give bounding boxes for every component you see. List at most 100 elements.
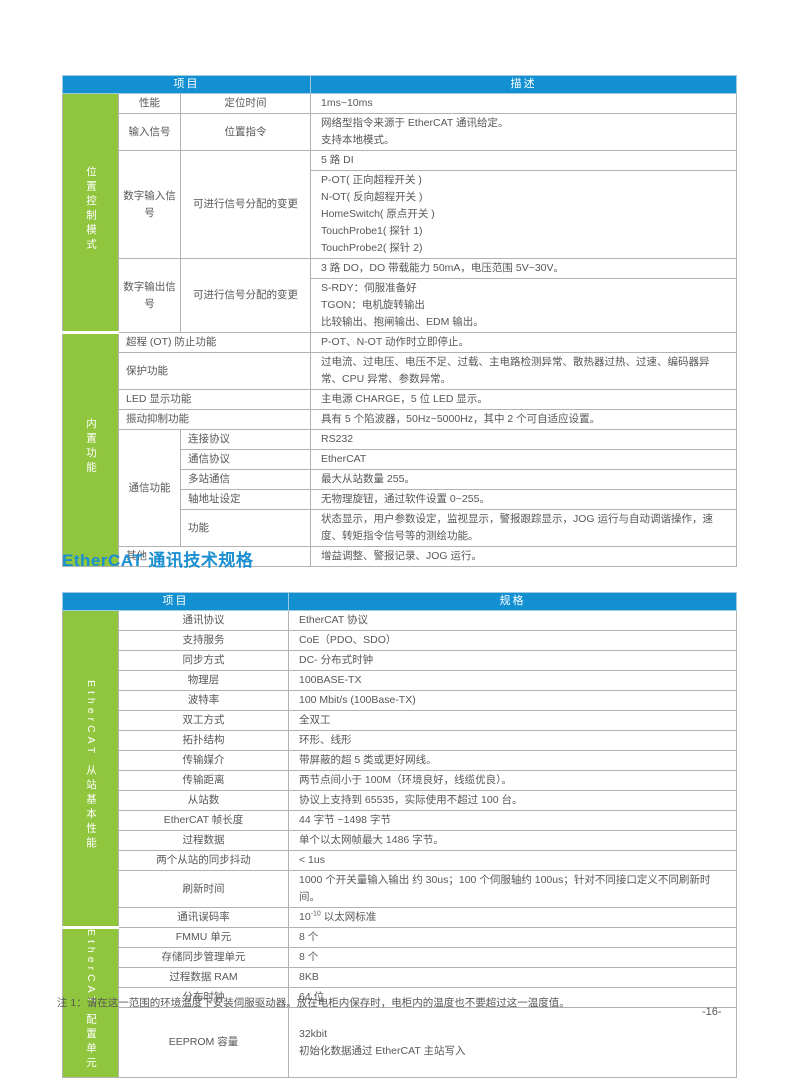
cell-spec-val: 环形、线形 — [288, 730, 737, 751]
cell-do-top: 3 路 DO，DO 带载能力 50mA，电压范围 5V~30V。 — [310, 258, 737, 279]
cell-di-top: 5 路 DI — [310, 150, 737, 171]
table-row: 轴地址设定 无物理旋钮，通过软件设置 0~255。 — [63, 489, 737, 510]
table-row: 过程数据 单个以太网帧最大 1486 字节。 — [63, 830, 737, 851]
cell-spec-key: 通讯协议 — [118, 610, 289, 631]
table-row: 存储同步管理单元 8 个 — [63, 947, 737, 968]
table-row: 振动抑制功能 具有 5 个陷波器，50Hz~5000Hz，其中 2 个可自适应设… — [63, 409, 737, 430]
cell-ber-val: 10-10 以太网标准 — [288, 907, 737, 928]
cell-spec-val: < 1us — [288, 850, 737, 871]
table-row: EtherCAT 帧长度 44 字节 ~1498 字节 — [63, 810, 737, 831]
cell-spec-val: 1000 个开关量输入输出 约 30us；100 个伺服轴约 100us；针对不… — [288, 870, 737, 908]
footnote: 注 1：请在这一范围的环境温度下安装伺服驱动器。放在电柜内保存时，电柜内的温度也… — [57, 997, 570, 1009]
cell-input-item: 输入信号 — [118, 113, 181, 151]
cell-comm-val: 无物理旋钮，通过软件设置 0~255。 — [310, 489, 737, 510]
table-header-row: 项目 规格 — [62, 592, 737, 611]
table-header-row: 项目 描述 — [62, 75, 737, 94]
cell-vib-desc: 具有 5 个陷波器，50Hz~5000Hz，其中 2 个可自适应设置。 — [310, 409, 737, 430]
column-header-spec: 规格 — [288, 592, 737, 611]
table-row: 通信功能 连接协议 RS232 — [63, 429, 737, 547]
cell-comm-val: RS232 — [310, 429, 737, 450]
cell-spec-key: 同步方式 — [118, 650, 289, 671]
cell-eeprom-val: 32kbit 初始化数据通过 EtherCAT 主站写入 — [288, 1006, 737, 1079]
sidebar-config-unit-label: EtherCAT 配置单元 — [85, 929, 97, 1072]
cell-spec-key: 从站数 — [118, 790, 289, 811]
cell-perf-desc: 1ms~10ms — [310, 93, 737, 114]
cell-spec-val: 全双工 — [288, 710, 737, 731]
cell-spec-val: 协议上支持到 65535，实际使用不超过 100 台。 — [288, 790, 737, 811]
cell-eeprom-key: EEPROM 容量 — [118, 1006, 289, 1079]
cell-do-sub: 可进行信号分配的变更 — [180, 258, 311, 333]
cell-comm-key: 连接协议 — [180, 429, 311, 450]
table-row: P-OT( 正向超程开关 ) N-OT( 反向超程开关 ) HomeSwitch… — [63, 170, 737, 259]
cell-comm-item: 通信功能 — [118, 429, 181, 547]
cell-spec-key: 传输媒介 — [118, 750, 289, 771]
table-row: EEPROM 容量 32kbit 初始化数据通过 EtherCAT 主站写入 — [63, 1006, 737, 1079]
sidebar-config-unit: EtherCAT 配置单元 — [62, 925, 119, 1079]
cell-spec-key: 刷新时间 — [118, 870, 289, 908]
cell-spec-val: 8KB — [288, 967, 737, 988]
sidebar-builtin-functions: 内置功能 — [62, 331, 119, 567]
cell-spec-key: 两个从站的同步抖动 — [118, 850, 289, 871]
position-control-table: 项目 描述 位置控制模式 性能 定位时间 1ms~10ms 输入信号 位置指令 … — [62, 75, 737, 567]
table-row: 物理层 100BASE-TX — [63, 670, 737, 691]
table-row: 通讯误码率 10-10 以太网标准 — [63, 907, 737, 928]
cell-spec-val: DC- 分布式时钟 — [288, 650, 737, 671]
table-row: 数字输入信号 可进行信号分配的变更 5 路 DI — [63, 150, 737, 259]
table-row: EtherCAT 配置单元 FMMU 单元 8 个 — [62, 925, 737, 1079]
cell-di-sub: 可进行信号分配的变更 — [180, 150, 311, 259]
cell-comm-val: EtherCAT — [310, 449, 737, 470]
cell-spec-val: 单个以太网帧最大 1486 字节。 — [288, 830, 737, 851]
table-row: 过程数据 RAM 8KB — [63, 967, 737, 988]
cell-comm-key: 功能 — [180, 509, 311, 547]
table-row: 从站数 协议上支持到 65535，实际使用不超过 100 台。 — [63, 790, 737, 811]
cell-do-list: S-RDY：伺服准备好 TGON：电机旋转输出 比较输出、抱闸输出、EDM 输出… — [310, 278, 737, 333]
table-row: 拓扑结构 环形、线形 — [63, 730, 737, 751]
table-row: 功能 状态显示，用户参数设定，监视显示，警报跟踪显示，JOG 运行与自动调谐操作… — [63, 509, 737, 547]
cell-spec-val: CoE（PDO、SDO） — [288, 630, 737, 651]
table-row: 波特率 100 Mbit/s (100Base-TX) — [63, 690, 737, 711]
cell-protect-desc: 过电流、过电压、电压不足、过载、主电路检测异常、散热器过热、过速、编码器异常、C… — [310, 352, 737, 390]
cell-input-sub: 位置指令 — [180, 113, 311, 151]
cell-perf-item: 性能 — [118, 93, 181, 114]
table-row: 输入信号 位置指令 网络型指令来源于 EtherCAT 通讯给定。 支持本地模式… — [63, 113, 737, 151]
sidebar-slave-performance: EtherCAT 从站基本性能 — [62, 610, 119, 928]
cell-spec-val: 100 Mbit/s (100Base-TX) — [288, 690, 737, 711]
ethercat-spec-table: 项目 规格 EtherCAT 从站基本性能 通讯协议 EtherCAT 协议 支… — [62, 592, 737, 1079]
sidebar-position-mode-label: 位置控制模式 — [85, 166, 97, 253]
page-number: -16- — [702, 1006, 722, 1018]
cell-protect-item: 保护功能 — [118, 352, 311, 390]
sidebar-builtin-functions-label: 内置功能 — [85, 418, 97, 476]
cell-comm-key: 通信协议 — [180, 449, 311, 470]
table-row: EtherCAT 从站基本性能 通讯协议 EtherCAT 协议 — [62, 610, 737, 928]
cell-ot-item: 超程 (OT) 防止功能 — [118, 332, 311, 353]
table-row: 位置控制模式 性能 定位时间 1ms~10ms — [62, 93, 737, 333]
cell-comm-key: 轴地址设定 — [180, 489, 311, 510]
table-row: 内置功能 超程 (OT) 防止功能 P-OT、N-OT 动作时立即停止。 — [62, 331, 737, 567]
cell-input-desc: 网络型指令来源于 EtherCAT 通讯给定。 支持本地模式。 — [310, 113, 737, 151]
cell-led-item: LED 显示功能 — [118, 389, 311, 410]
cell-comm-val: 状态显示，用户参数设定，监视显示，警报跟踪显示，JOG 运行与自动调谐操作，速度… — [310, 509, 737, 547]
table-row: 同步方式 DC- 分布式时钟 — [63, 650, 737, 671]
column-header-item: 项目 — [62, 75, 311, 94]
cell-spec-key: 双工方式 — [118, 710, 289, 731]
cell-spec-key: 支持服务 — [118, 630, 289, 651]
table-row: 双工方式 全双工 — [63, 710, 737, 731]
table-row: 其他 增益调整、警报记录、JOG 运行。 — [63, 546, 737, 567]
table-row: 传输媒介 带屏蔽的超 5 类或更好网线。 — [63, 750, 737, 771]
cell-ber-key: 通讯误码率 — [118, 907, 289, 928]
cell-led-desc: 主电源 CHARGE，5 位 LED 显示。 — [310, 389, 737, 410]
cell-do-item: 数字输出信号 — [118, 258, 181, 333]
cell-spec-key: EtherCAT 帧长度 — [118, 810, 289, 831]
table-row: 多站通信 最大从站数量 255。 — [63, 469, 737, 490]
cell-spec-val: 8 个 — [288, 947, 737, 968]
cell-di-item: 数字输入信号 — [118, 150, 181, 259]
cell-spec-key: 物理层 — [118, 670, 289, 691]
cell-spec-val: 100BASE-TX — [288, 670, 737, 691]
sidebar-slave-performance-label: EtherCAT 从站基本性能 — [85, 679, 97, 852]
table-row: 传输距离 两节点间小于 100M（环境良好，线缆优良）。 — [63, 770, 737, 791]
cell-spec-val: 8 个 — [288, 927, 737, 948]
cell-other-desc: 增益调整、警报记录、JOG 运行。 — [310, 546, 737, 567]
table-row: 支持服务 CoE（PDO、SDO） — [63, 630, 737, 651]
cell-vib-item: 振动抑制功能 — [118, 409, 311, 430]
